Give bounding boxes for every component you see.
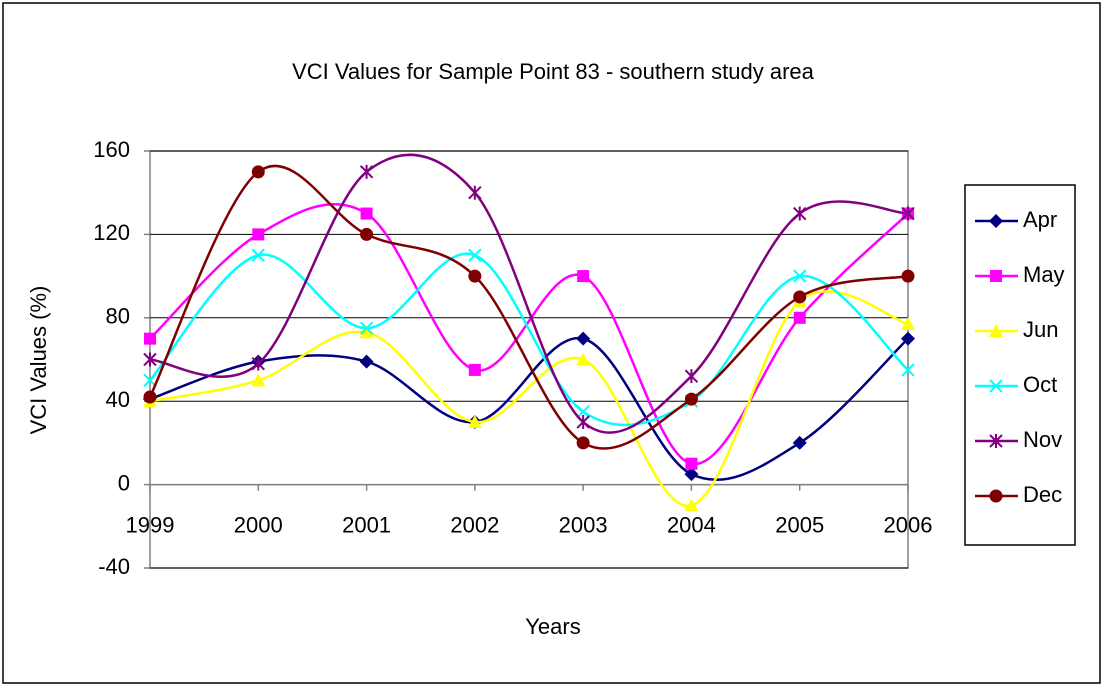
marker <box>467 415 482 429</box>
x-tick-label: 2002 <box>450 512 499 537</box>
marker <box>685 457 698 470</box>
marker <box>684 467 699 482</box>
marker <box>576 415 590 430</box>
y-tick-label: 40 <box>106 387 130 412</box>
marker <box>793 269 807 283</box>
marker <box>359 325 374 339</box>
marker <box>576 352 591 366</box>
y-tick-label: -40 <box>98 554 130 579</box>
marker <box>576 436 590 450</box>
y-axis-title: VCI Values (%) <box>26 286 51 435</box>
marker <box>359 354 374 369</box>
marker <box>251 356 265 371</box>
x-tick-label: 2000 <box>234 512 283 537</box>
x-tick-label: 2006 <box>884 512 933 537</box>
marker <box>901 331 915 346</box>
marker <box>989 489 1003 503</box>
series-line <box>149 153 909 434</box>
series-line <box>149 252 909 427</box>
marker <box>901 269 915 283</box>
marker <box>251 248 265 262</box>
x-axis-title: Years <box>525 614 580 639</box>
marker <box>792 435 807 450</box>
marker <box>989 434 1003 448</box>
marker <box>143 373 157 388</box>
marker <box>360 227 374 241</box>
marker <box>576 331 591 346</box>
series-line <box>149 337 909 482</box>
y-tick-label: 120 <box>93 220 130 245</box>
marker <box>252 228 265 241</box>
marker <box>577 270 590 283</box>
chart-title: VCI Values for Sample Point 83 - souther… <box>292 59 815 84</box>
marker <box>576 404 590 419</box>
marker <box>684 369 699 384</box>
marker <box>360 207 373 220</box>
marker <box>468 185 482 200</box>
legend-label: Apr <box>1023 207 1057 232</box>
x-tick-label: 2005 <box>775 512 824 537</box>
marker <box>901 317 915 331</box>
marker <box>144 332 156 345</box>
x-tick-label: 2003 <box>559 512 608 537</box>
marker <box>989 379 1003 393</box>
y-tick-label: 160 <box>93 137 130 162</box>
marker <box>989 214 1003 228</box>
marker <box>793 206 807 221</box>
legend-label: Jun <box>1023 317 1058 342</box>
marker <box>990 270 1002 282</box>
marker <box>468 269 482 283</box>
marker <box>251 373 266 387</box>
marker <box>901 206 915 221</box>
legend-label: May <box>1023 262 1065 287</box>
marker <box>684 392 698 406</box>
marker <box>359 164 374 179</box>
series-line <box>149 290 909 507</box>
marker <box>793 290 807 304</box>
marker <box>901 363 915 377</box>
legend-label: Oct <box>1023 372 1057 397</box>
marker <box>143 352 157 367</box>
x-tick-label: 2001 <box>342 512 391 537</box>
marker <box>989 324 1003 337</box>
marker <box>359 321 374 335</box>
legend-label: Dec <box>1023 482 1062 507</box>
legend-label: Nov <box>1023 427 1062 452</box>
x-tick-label: 2004 <box>667 512 716 537</box>
marker <box>143 390 157 404</box>
y-tick-label: 0 <box>118 470 130 495</box>
marker <box>793 311 806 324</box>
x-tick-label: 1999 <box>126 512 175 537</box>
y-tick-label: 80 <box>106 304 130 329</box>
marker <box>684 498 699 512</box>
marker <box>468 248 482 262</box>
marker <box>251 165 265 179</box>
legend <box>964 184 1076 546</box>
series-line <box>149 203 909 466</box>
marker <box>468 363 481 376</box>
